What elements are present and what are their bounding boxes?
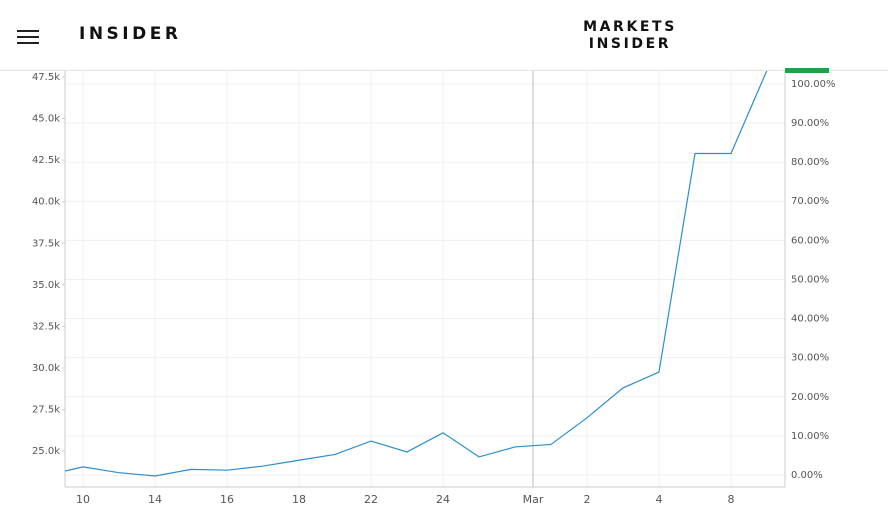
y2-tick-label: 40.00% [791,314,829,325]
logo[interactable]: INSIDER [79,24,182,44]
y2-tick-label: 90.00% [791,118,829,129]
y2-tick-label: 70.00% [791,196,829,207]
menu-icon[interactable] [17,30,39,32]
price-tag [785,68,829,73]
y-tick-label: 42.5k [32,155,60,166]
x-tick-label: 24 [436,493,450,506]
x-tick-label: Mar [523,493,544,506]
x-tick-label: 8 [728,493,735,506]
y2-tick-label: 20.00% [791,392,829,403]
x-tick-label: 10 [76,493,90,506]
price-line [65,71,768,477]
x-tick-label: 14 [148,493,162,506]
x-tick-label: 18 [292,493,306,506]
y-tick-label: 47.5k [32,72,60,83]
y2-tick-label: 100.00% [791,79,836,90]
x-tick-label: 16 [220,493,234,506]
y2-tick-label: 30.00% [791,353,829,364]
x-tick-label: 4 [656,493,663,506]
menu-icon[interactable] [17,42,39,44]
y-tick-label: 30.0k [32,363,60,374]
y2-tick-label: 80.00% [791,157,829,168]
brand-line: MARKETS [583,19,677,35]
y-tick-label: 27.5k [32,405,60,416]
y-tick-label: 35.0k [32,280,60,291]
y2-tick-label: 0.00% [791,470,823,481]
menu-icon[interactable] [17,36,39,38]
y-tick-label: 40.0k [32,197,60,208]
y-tick-label: 32.5k [32,321,60,332]
y2-tick-label: 50.00% [791,274,829,285]
y-tick-label: 25.0k [32,446,60,457]
brand-line: INSIDER [588,36,672,52]
header: INSIDER MARKETS INSIDER [0,0,888,71]
y2-tick-label: 10.00% [791,431,829,442]
brand-logo[interactable]: MARKETS INSIDER [560,19,700,53]
y-tick-label: 37.5k [32,238,60,249]
y-tick-label: 45.0k [32,114,60,125]
x-tick-label: 2 [584,493,591,506]
x-tick-label: 22 [364,493,378,506]
y2-tick-label: 60.00% [791,235,829,246]
